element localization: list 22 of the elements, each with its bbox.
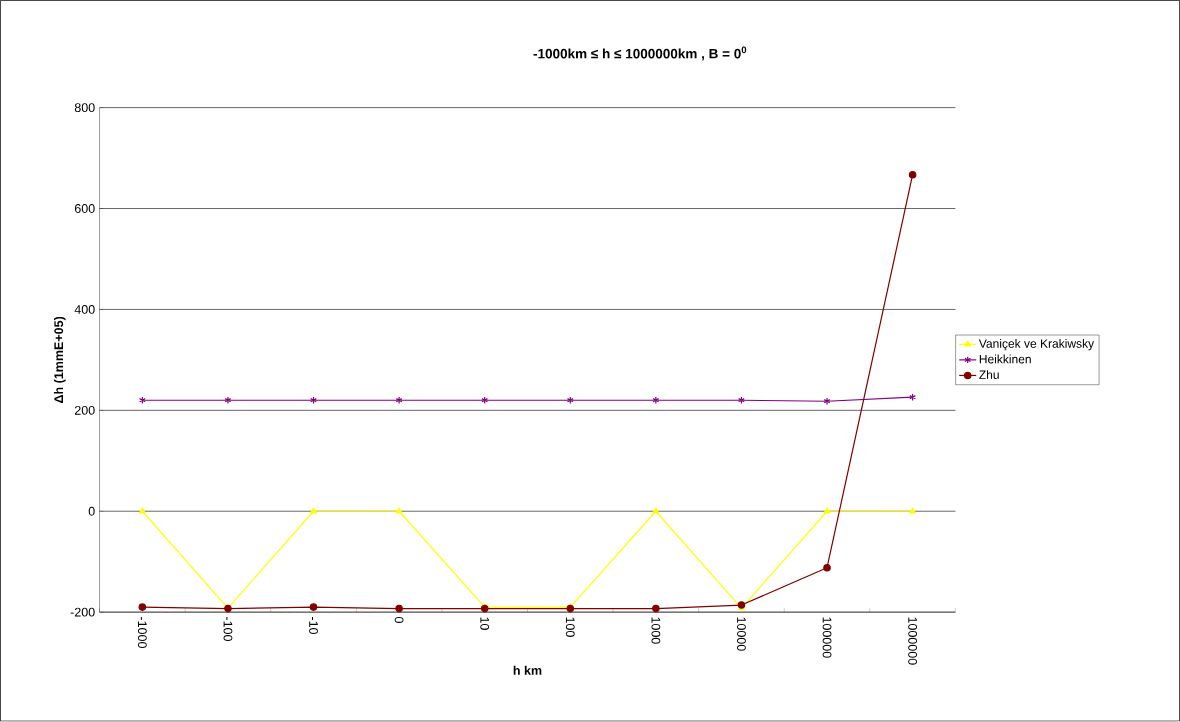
legend-label: Heikkinen (979, 354, 1031, 364)
x-tick-label: 10 (480, 617, 490, 631)
x-tick-label: 100000 (822, 617, 832, 658)
x-tick-label: -1000 (137, 617, 147, 649)
y-tick-label: 600 (74, 204, 95, 214)
x-tick-label: 100 (565, 617, 575, 638)
y-tick-label: 800 (74, 103, 95, 113)
x-tick-label: 1000000 (908, 617, 918, 665)
x-tick-label: -100 (223, 617, 233, 642)
x-tick-label: -10 (309, 617, 318, 635)
x-tick-label: 1000 (651, 617, 661, 645)
y-axis-title: Δh (1mmE+05) (53, 317, 66, 404)
x-axis-title: h km (513, 665, 542, 676)
legend-label: Zhu (979, 370, 999, 380)
y-tick-label: 0 (88, 507, 95, 516)
x-tick-label: 0 (394, 617, 404, 624)
legend-label: Vaniçek ve Krakiwsky (978, 339, 1095, 351)
y-tick-label: 200 (74, 406, 95, 415)
y-tick-label: 400 (74, 305, 95, 315)
chart-title: -1000km ≤ h ≤ 1000000km , B = 0$^{0}$ (533, 46, 747, 61)
x-tick-label: 10000 (737, 617, 746, 652)
y-tick-label: -200 (70, 607, 95, 617)
